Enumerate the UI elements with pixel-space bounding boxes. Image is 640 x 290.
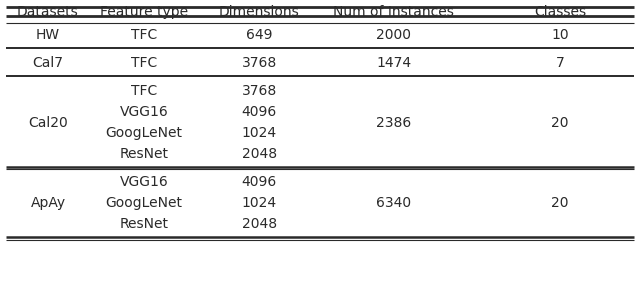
Text: Num of Instances: Num of Instances bbox=[333, 5, 454, 19]
Text: 2048: 2048 bbox=[242, 147, 276, 161]
Text: TFC: TFC bbox=[131, 84, 157, 98]
Text: GoogLeNet: GoogLeNet bbox=[106, 126, 182, 140]
Text: 2048: 2048 bbox=[242, 217, 276, 231]
Text: 2000: 2000 bbox=[376, 28, 411, 42]
Text: Dimensions: Dimensions bbox=[219, 5, 300, 19]
Text: 4096: 4096 bbox=[241, 105, 277, 119]
Text: TFC: TFC bbox=[131, 56, 157, 70]
Text: TFC: TFC bbox=[131, 28, 157, 42]
Text: GoogLeNet: GoogLeNet bbox=[106, 196, 182, 210]
Text: 3768: 3768 bbox=[241, 84, 277, 98]
Text: 10: 10 bbox=[551, 28, 569, 42]
Text: Feature type: Feature type bbox=[100, 5, 188, 19]
Text: 4096: 4096 bbox=[241, 175, 277, 189]
Text: 2386: 2386 bbox=[376, 116, 412, 130]
Text: VGG16: VGG16 bbox=[120, 175, 168, 189]
Text: ResNet: ResNet bbox=[120, 147, 168, 161]
Text: 7: 7 bbox=[556, 56, 564, 70]
Text: 20: 20 bbox=[551, 196, 569, 210]
Text: 1024: 1024 bbox=[242, 126, 276, 140]
Text: ApAy: ApAy bbox=[31, 196, 65, 210]
Text: 649: 649 bbox=[246, 28, 273, 42]
Text: VGG16: VGG16 bbox=[120, 105, 168, 119]
Text: 20: 20 bbox=[551, 116, 569, 130]
Text: ResNet: ResNet bbox=[120, 217, 168, 231]
Text: Cal7: Cal7 bbox=[33, 56, 63, 70]
Text: Classes: Classes bbox=[534, 5, 586, 19]
Text: 1474: 1474 bbox=[376, 56, 411, 70]
Text: 6340: 6340 bbox=[376, 196, 411, 210]
Text: 3768: 3768 bbox=[241, 56, 277, 70]
Text: HW: HW bbox=[36, 28, 60, 42]
Text: Datasets: Datasets bbox=[17, 5, 79, 19]
Text: Cal20: Cal20 bbox=[28, 116, 68, 130]
Text: 1024: 1024 bbox=[242, 196, 276, 210]
